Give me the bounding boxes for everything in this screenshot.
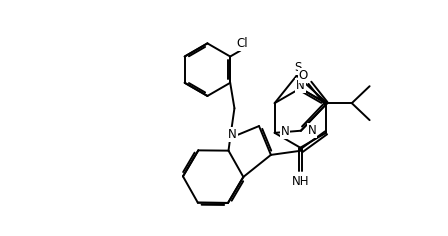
Text: NH: NH [292,175,309,188]
Text: S: S [294,61,301,75]
Text: N: N [228,128,237,141]
Text: N: N [308,124,316,137]
Text: Cl: Cl [236,37,248,50]
Text: N: N [296,79,305,92]
Text: N: N [280,125,289,138]
Text: O: O [298,69,308,82]
